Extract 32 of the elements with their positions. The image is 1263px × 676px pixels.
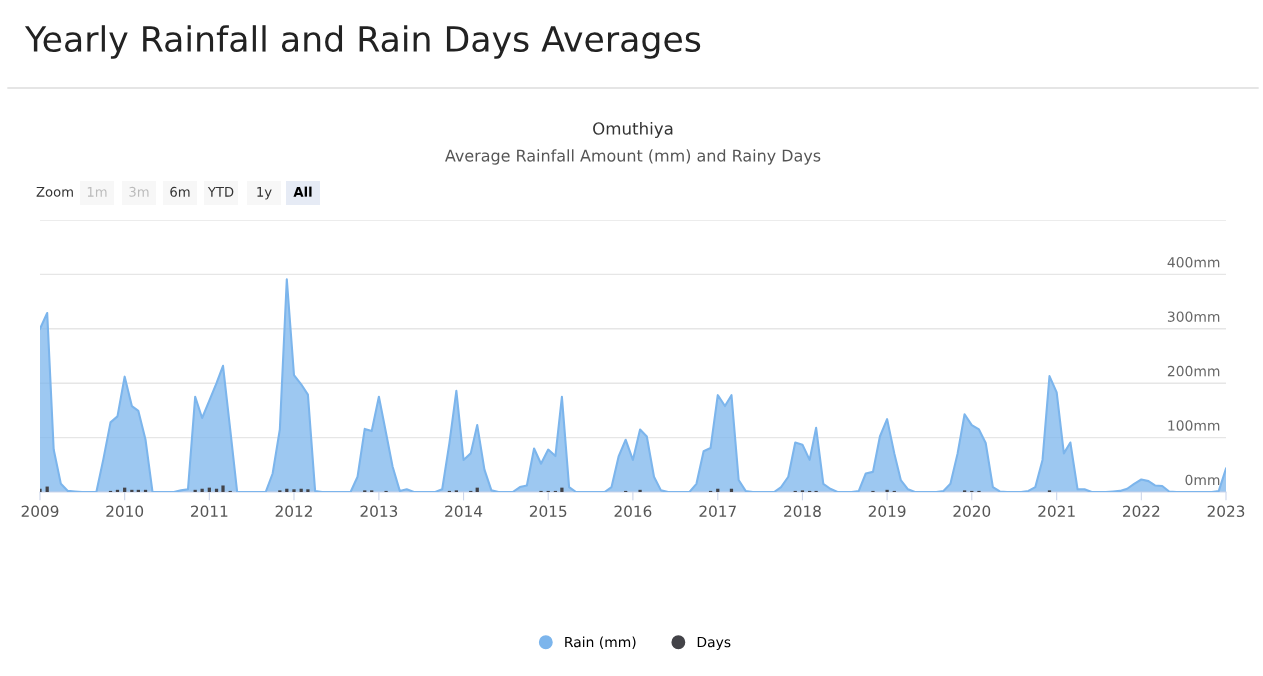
x-tick-label: 2012 [275, 505, 312, 518]
y-tick-label: 400mm [1167, 257, 1220, 268]
x-tick-label: 2022 [1123, 505, 1160, 518]
text: 1m [87, 187, 107, 197]
x-tick-label: 2013 [360, 505, 398, 518]
y-tick-label: 200mm [1167, 365, 1220, 377]
x-tick-label: 2021 [1038, 505, 1075, 518]
x-tick-label: 2014 [445, 505, 483, 518]
text: Average Rainfall Amount (mm) and Rainy Days [445, 149, 821, 165]
x-tick-label: 2011 [191, 505, 228, 518]
y-tick-label: 0mm [1185, 474, 1220, 486]
x-tick-label: 2019 [868, 505, 906, 518]
text: 6m [170, 186, 190, 197]
x-tick-label: 2016 [614, 505, 652, 518]
text: All [293, 186, 312, 197]
x-tick-label: 2018 [784, 505, 821, 518]
x-tick-label: 2017 [699, 505, 736, 518]
x-tick-label: 2020 [953, 505, 991, 518]
x-tick-label: 2009 [21, 505, 59, 518]
chart-title: Yearly Rainfall and Rain Days Averages [24, 25, 701, 59]
text: 3m [129, 186, 149, 197]
y-tick-label: 100mm [1168, 420, 1220, 431]
legend-label: Rain (mm) [565, 636, 636, 649]
x-tick-label: 2015 [529, 505, 567, 518]
text: YTD [207, 187, 234, 197]
chart-subtitle: Omuthiya [593, 121, 673, 139]
y-tick-label: 300mm [1167, 311, 1220, 322]
x-tick-label: 2023 [1207, 505, 1245, 518]
text: Zoom [36, 187, 73, 197]
x-tick-label: 2010 [106, 505, 144, 518]
text: 1y [257, 187, 272, 200]
legend-label: Days [697, 636, 731, 650]
